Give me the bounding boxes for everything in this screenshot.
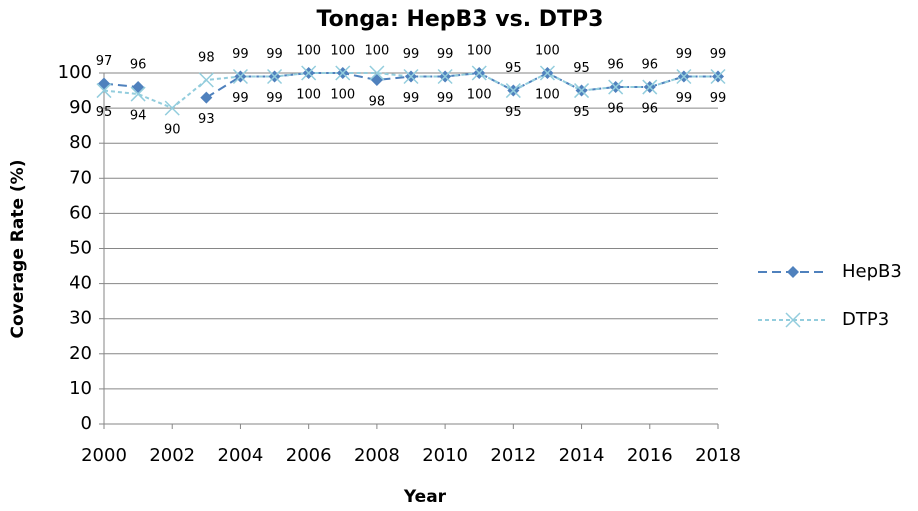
chart-title: Tonga: HepB3 vs. DTP3 [317,7,604,32]
y-tick-label: 20 [69,343,92,364]
marker-x [608,79,624,95]
data-label: 95 [96,105,113,120]
legend-label: DTP3 [842,309,889,330]
y-tick-label: 0 [81,413,92,434]
marker-diamond [98,77,110,90]
marker-x [232,68,248,85]
y-tick-label: 60 [69,202,92,223]
data-label: 96 [642,58,659,73]
marker-x [301,65,317,81]
marker-x [403,68,419,85]
x-tick-label: 2016 [627,445,673,466]
data-label: 99 [403,47,420,62]
y-tick-label: 100 [58,62,92,83]
x-tick-label: 2002 [149,445,195,466]
data-label: 99 [437,47,454,62]
data-label: 98 [369,95,386,110]
marker-x [335,65,351,81]
marker-x [369,65,385,81]
marker-x [96,83,112,99]
data-label: 99 [437,91,454,106]
y-tick-label: 40 [69,273,92,294]
x-tick-label: 2012 [490,445,536,466]
x-tick-label: 2004 [218,445,264,466]
marker-x [642,79,658,95]
data-label: 100 [330,88,355,103]
legend-label: HepB3 [842,261,902,282]
data-label: 95 [573,61,590,76]
data-label: 99 [266,91,283,106]
data-label: 95 [505,105,522,120]
data-label: 100 [330,44,355,59]
y-axis-title: Coverage Rate (%) [8,160,28,339]
y-tick-label: 80 [69,132,92,153]
marker-diamond [200,91,213,104]
data-label: 95 [573,105,590,120]
data-label: 100 [535,88,560,103]
marker-x [505,83,521,99]
marker-x [198,72,214,88]
data-label: 97 [96,54,113,69]
y-tick-label: 50 [69,238,92,259]
x-tick-label: 2006 [286,445,332,466]
data-label: 96 [130,58,147,73]
data-label: 99 [710,91,727,106]
x-axis-title: Year [403,487,447,507]
x-tick-label: 2000 [81,445,127,466]
data-label: 99 [232,47,249,62]
data-label: 100 [467,44,492,59]
data-label: 100 [296,44,321,59]
data-label: 98 [198,51,215,66]
y-tick-label: 70 [69,167,92,188]
data-label: 90 [164,123,181,138]
x-tick-label: 2008 [354,445,400,466]
data-label: 100 [535,44,560,59]
marker-diamond [370,74,383,87]
data-label: 100 [296,88,321,103]
data-label: 100 [467,88,492,103]
data-label: 96 [642,102,659,117]
data-label: 94 [130,109,147,124]
data-label: 96 [607,102,624,117]
data-label: 100 [364,44,389,59]
data-label: 99 [676,47,693,62]
marker-diamond [132,81,145,94]
marker-diamond [787,266,799,278]
marker-x [574,83,590,99]
y-tick-label: 90 [69,97,92,118]
marker-x [785,312,801,328]
data-label: 99 [676,91,693,106]
data-label: 99 [403,91,420,106]
x-tick-label: 2010 [422,445,468,466]
x-tick-label: 2014 [559,445,605,466]
marker-x [471,65,487,81]
marker-x [130,86,146,102]
data-label: 99 [710,47,727,62]
data-label: 95 [505,61,522,76]
marker-x [164,100,180,116]
data-label: 96 [607,58,624,73]
data-label: 93 [198,112,215,127]
marker-x [539,65,555,81]
marker-x [437,68,453,85]
data-label: 99 [266,47,283,62]
data-label: 99 [232,91,249,106]
marker-x [267,68,283,85]
x-tick-label: 2018 [695,445,741,466]
marker-x [676,68,692,85]
y-tick-label: 10 [69,378,92,399]
y-tick-label: 30 [69,308,92,329]
marker-x [710,68,726,85]
